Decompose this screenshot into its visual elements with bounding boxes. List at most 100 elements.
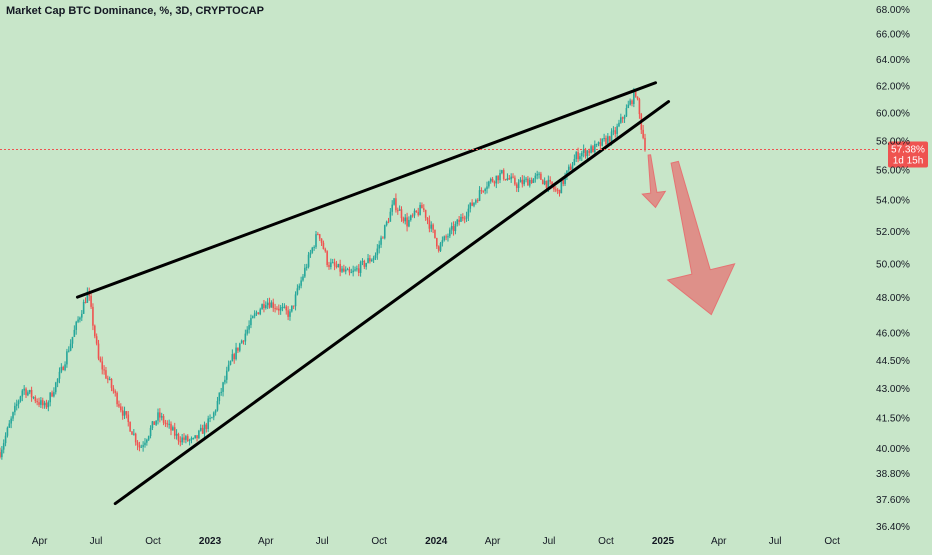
candle: [607, 133, 609, 146]
candle: [194, 435, 196, 439]
chart-title: Market Cap BTC Dominance, %, 3D, CRYPTOC…: [6, 5, 264, 17]
candle: [218, 392, 221, 405]
candle: [502, 168, 505, 181]
down-arrow-icon[interactable]: [641, 154, 667, 209]
x-tick-label: 2023: [199, 536, 222, 547]
candle: [1, 446, 3, 460]
candle: [93, 324, 96, 339]
candle: [473, 202, 475, 208]
candle: [365, 262, 367, 270]
candle: [0, 447, 1, 459]
down-arrow-icon[interactable]: [666, 160, 736, 316]
candle: [595, 143, 598, 148]
candle: [525, 176, 527, 183]
candle: [311, 246, 314, 254]
candle: [625, 104, 628, 118]
candle: [510, 173, 512, 183]
candle: [413, 208, 416, 219]
candle: [489, 177, 492, 184]
candle: [608, 135, 611, 144]
candle: [261, 303, 263, 310]
candle: [352, 265, 354, 277]
candle: [285, 305, 288, 315]
candle: [369, 255, 371, 264]
candle: [160, 412, 163, 421]
candle: [172, 425, 174, 431]
current-price-label: 57.38%: [891, 144, 925, 155]
candle: [614, 126, 617, 138]
candle: [92, 303, 94, 331]
candle: [79, 316, 81, 323]
candle: [54, 381, 57, 395]
candle: [532, 178, 535, 184]
candle: [235, 342, 237, 361]
candle: [333, 258, 336, 271]
y-tick-label: 40.00%: [876, 444, 910, 455]
x-tick-label: Oct: [824, 536, 840, 547]
candle: [84, 297, 87, 304]
candle: [436, 237, 438, 249]
candle: [493, 180, 496, 187]
candle: [476, 198, 479, 203]
candle: [166, 420, 169, 428]
candle: [30, 386, 33, 402]
candle: [605, 135, 607, 147]
candle: [34, 395, 37, 404]
candle: [426, 217, 429, 225]
candle: [599, 138, 602, 150]
candle: [638, 97, 641, 119]
y-tick-label: 44.50%: [876, 356, 910, 367]
candle: [514, 175, 516, 186]
candle: [443, 235, 446, 242]
candle: [294, 291, 297, 311]
candle: [121, 406, 124, 420]
candle: [134, 432, 137, 446]
candle: [198, 429, 200, 440]
candle: [69, 339, 72, 352]
candle: [103, 365, 105, 375]
candle: [344, 266, 347, 275]
candle: [597, 141, 600, 147]
y-tick-label: 48.00%: [876, 293, 910, 304]
y-axis: 68.00% 66.00% 64.00% 62.00% 60.00% 58.00% 56.0…: [876, 5, 910, 533]
candle: [326, 250, 328, 268]
lower-trendline[interactable]: [113, 100, 671, 506]
candle: [620, 113, 622, 124]
candle: [309, 249, 312, 258]
candle: [77, 316, 79, 324]
candle-countdown-label: 1d 15h: [893, 155, 924, 166]
candle: [471, 199, 473, 207]
candle: [467, 204, 470, 221]
candle: [331, 258, 334, 264]
candle: [28, 389, 31, 395]
candle: [237, 347, 239, 353]
candle: [222, 381, 224, 397]
candle: [114, 389, 117, 397]
candle: [579, 153, 581, 161]
candle: [627, 100, 630, 109]
candle: [147, 435, 150, 442]
candle: [173, 422, 176, 440]
candle: [45, 399, 48, 410]
candle: [291, 305, 293, 313]
candle: [185, 434, 187, 444]
candle: [469, 202, 472, 213]
candle: [211, 416, 213, 419]
candle: [389, 208, 392, 222]
candle: [15, 399, 18, 411]
candle: [592, 145, 594, 153]
y-tick-label: 50.00%: [876, 259, 910, 270]
candle: [512, 173, 514, 179]
candle: [305, 263, 308, 271]
candle: [335, 260, 338, 269]
candle: [549, 176, 552, 185]
candle: [623, 114, 626, 123]
candle: [430, 221, 433, 233]
candle: [270, 300, 273, 308]
upper-trendline[interactable]: [75, 81, 658, 299]
candle: [354, 266, 356, 272]
candle: [251, 315, 254, 319]
candle: [370, 258, 373, 262]
